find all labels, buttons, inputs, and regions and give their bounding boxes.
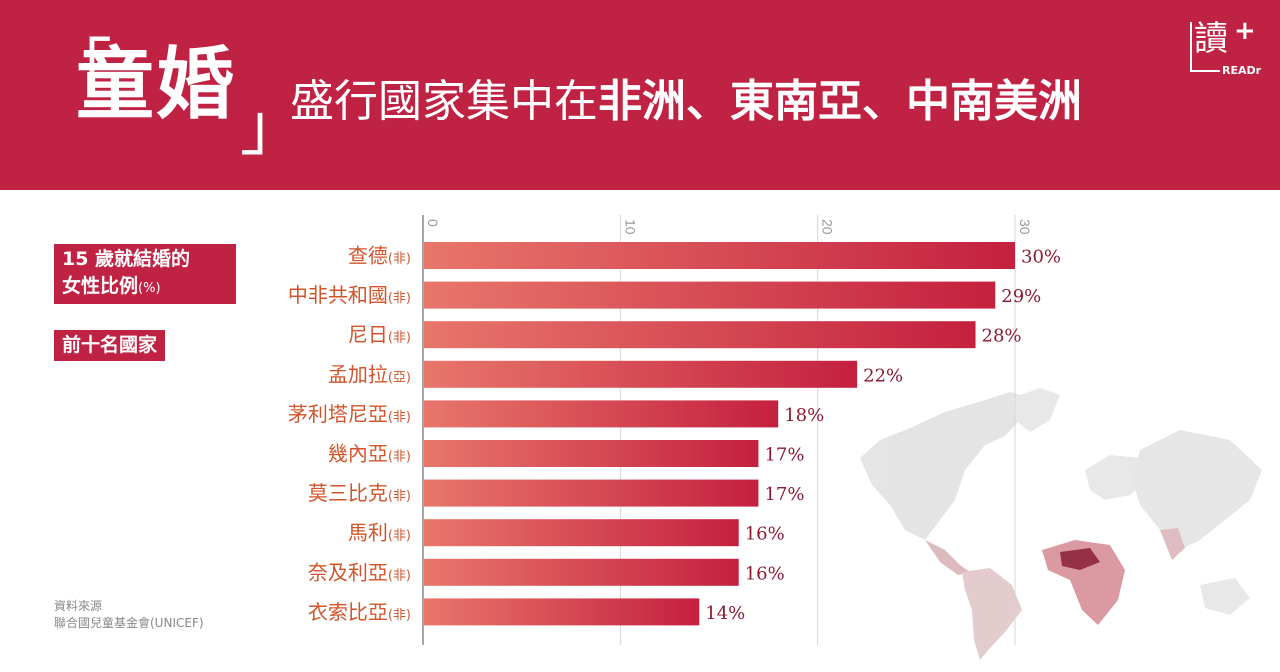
chart-bars: 查德(非) 30% 中非共和國(非) 29% 尼日(非) 28% 孟加拉(亞) 22% 茅利塔尼… [288, 242, 1061, 626]
metric-line2-wrap: 女性比例(%) [62, 273, 228, 302]
source-line2: 聯合國兒童基金會(UNICEF) [54, 616, 204, 630]
category-label: 衣索比亞(非) [308, 600, 411, 624]
metric-line1: 15 歲就結婚的 [62, 248, 191, 270]
map-greenland [1012, 388, 1060, 432]
category-label: 茅利塔尼亞(非) [288, 402, 411, 426]
title-prefix: 盛行國家集中在 [290, 76, 598, 127]
bar [424, 519, 739, 547]
value-label: 22% [863, 365, 903, 386]
x-tick-label: 20 [820, 219, 836, 235]
readr-logo[interactable]: 讀 + READr [1190, 16, 1262, 82]
x-tick-label: 0 [425, 219, 441, 227]
metric-line2: 女性比例 [62, 275, 139, 297]
map-central-america [925, 540, 970, 575]
title-quote-close: 」 [240, 91, 304, 165]
metric-unit: (%) [138, 281, 161, 296]
title-regions: 非洲、東南亞、中南美洲 [598, 76, 1082, 127]
bar [424, 360, 858, 388]
x-tick-label: 10 [622, 219, 638, 235]
category-label: 查德(非) [348, 244, 411, 268]
map-asia [1132, 430, 1262, 550]
category-label: 尼日(非) [348, 323, 411, 347]
map-north-america [860, 392, 1030, 540]
value-label: 29% [1001, 286, 1041, 307]
value-label: 14% [705, 603, 745, 624]
map-europe [1085, 455, 1150, 500]
rank-label: 前十名國家 [54, 330, 166, 361]
value-label: 16% [745, 524, 785, 545]
bar [424, 400, 779, 428]
logo-char: 讀 [1194, 19, 1228, 59]
bar [424, 598, 700, 626]
category-label: 幾內亞(非) [328, 442, 411, 466]
metric-label: 15 歲就結婚的 女性比例(%) [54, 244, 236, 304]
category-label: 馬利(非) [348, 521, 411, 545]
logo-plus-icon: + [1234, 16, 1256, 46]
world-map-illustration [860, 388, 1262, 660]
bar [424, 558, 739, 586]
header-banner: 「 童婚 」 盛行國家集中在非洲、東南亞、中南美洲 讀 + READr [0, 0, 1280, 190]
title-subline: 盛行國家集中在非洲、東南亞、中南美洲 [290, 76, 1082, 127]
source-line1: 資料來源 [54, 599, 103, 613]
map-south-asia [1160, 528, 1185, 560]
x-tick-label: 30 [1017, 219, 1033, 235]
value-label: 17% [764, 484, 804, 505]
logo-text: READr [1222, 64, 1262, 77]
map-sahel [1060, 548, 1100, 570]
category-label: 孟加拉(亞) [328, 362, 411, 386]
category-label: 中非共和國(非) [288, 283, 411, 307]
bar [424, 440, 759, 467]
bar [424, 242, 1015, 269]
title-main: 童婚 [76, 39, 237, 130]
title-quote-open: 「 [48, 33, 112, 107]
logo-frame [1190, 22, 1220, 72]
bar [424, 321, 976, 349]
value-label: 30% [1021, 247, 1061, 268]
value-label: 16% [745, 563, 785, 584]
bar [424, 281, 996, 309]
bar [424, 479, 759, 507]
map-south-america [962, 568, 1022, 660]
value-label: 18% [784, 405, 824, 426]
category-label: 莫三比克(非) [308, 481, 411, 505]
value-label: 28% [982, 326, 1022, 347]
source-note: 資料來源 聯合國兒童基金會(UNICEF) [54, 598, 204, 632]
category-label: 奈及利亞(非) [308, 560, 411, 584]
value-label: 17% [764, 445, 804, 466]
map-australia [1200, 578, 1250, 615]
